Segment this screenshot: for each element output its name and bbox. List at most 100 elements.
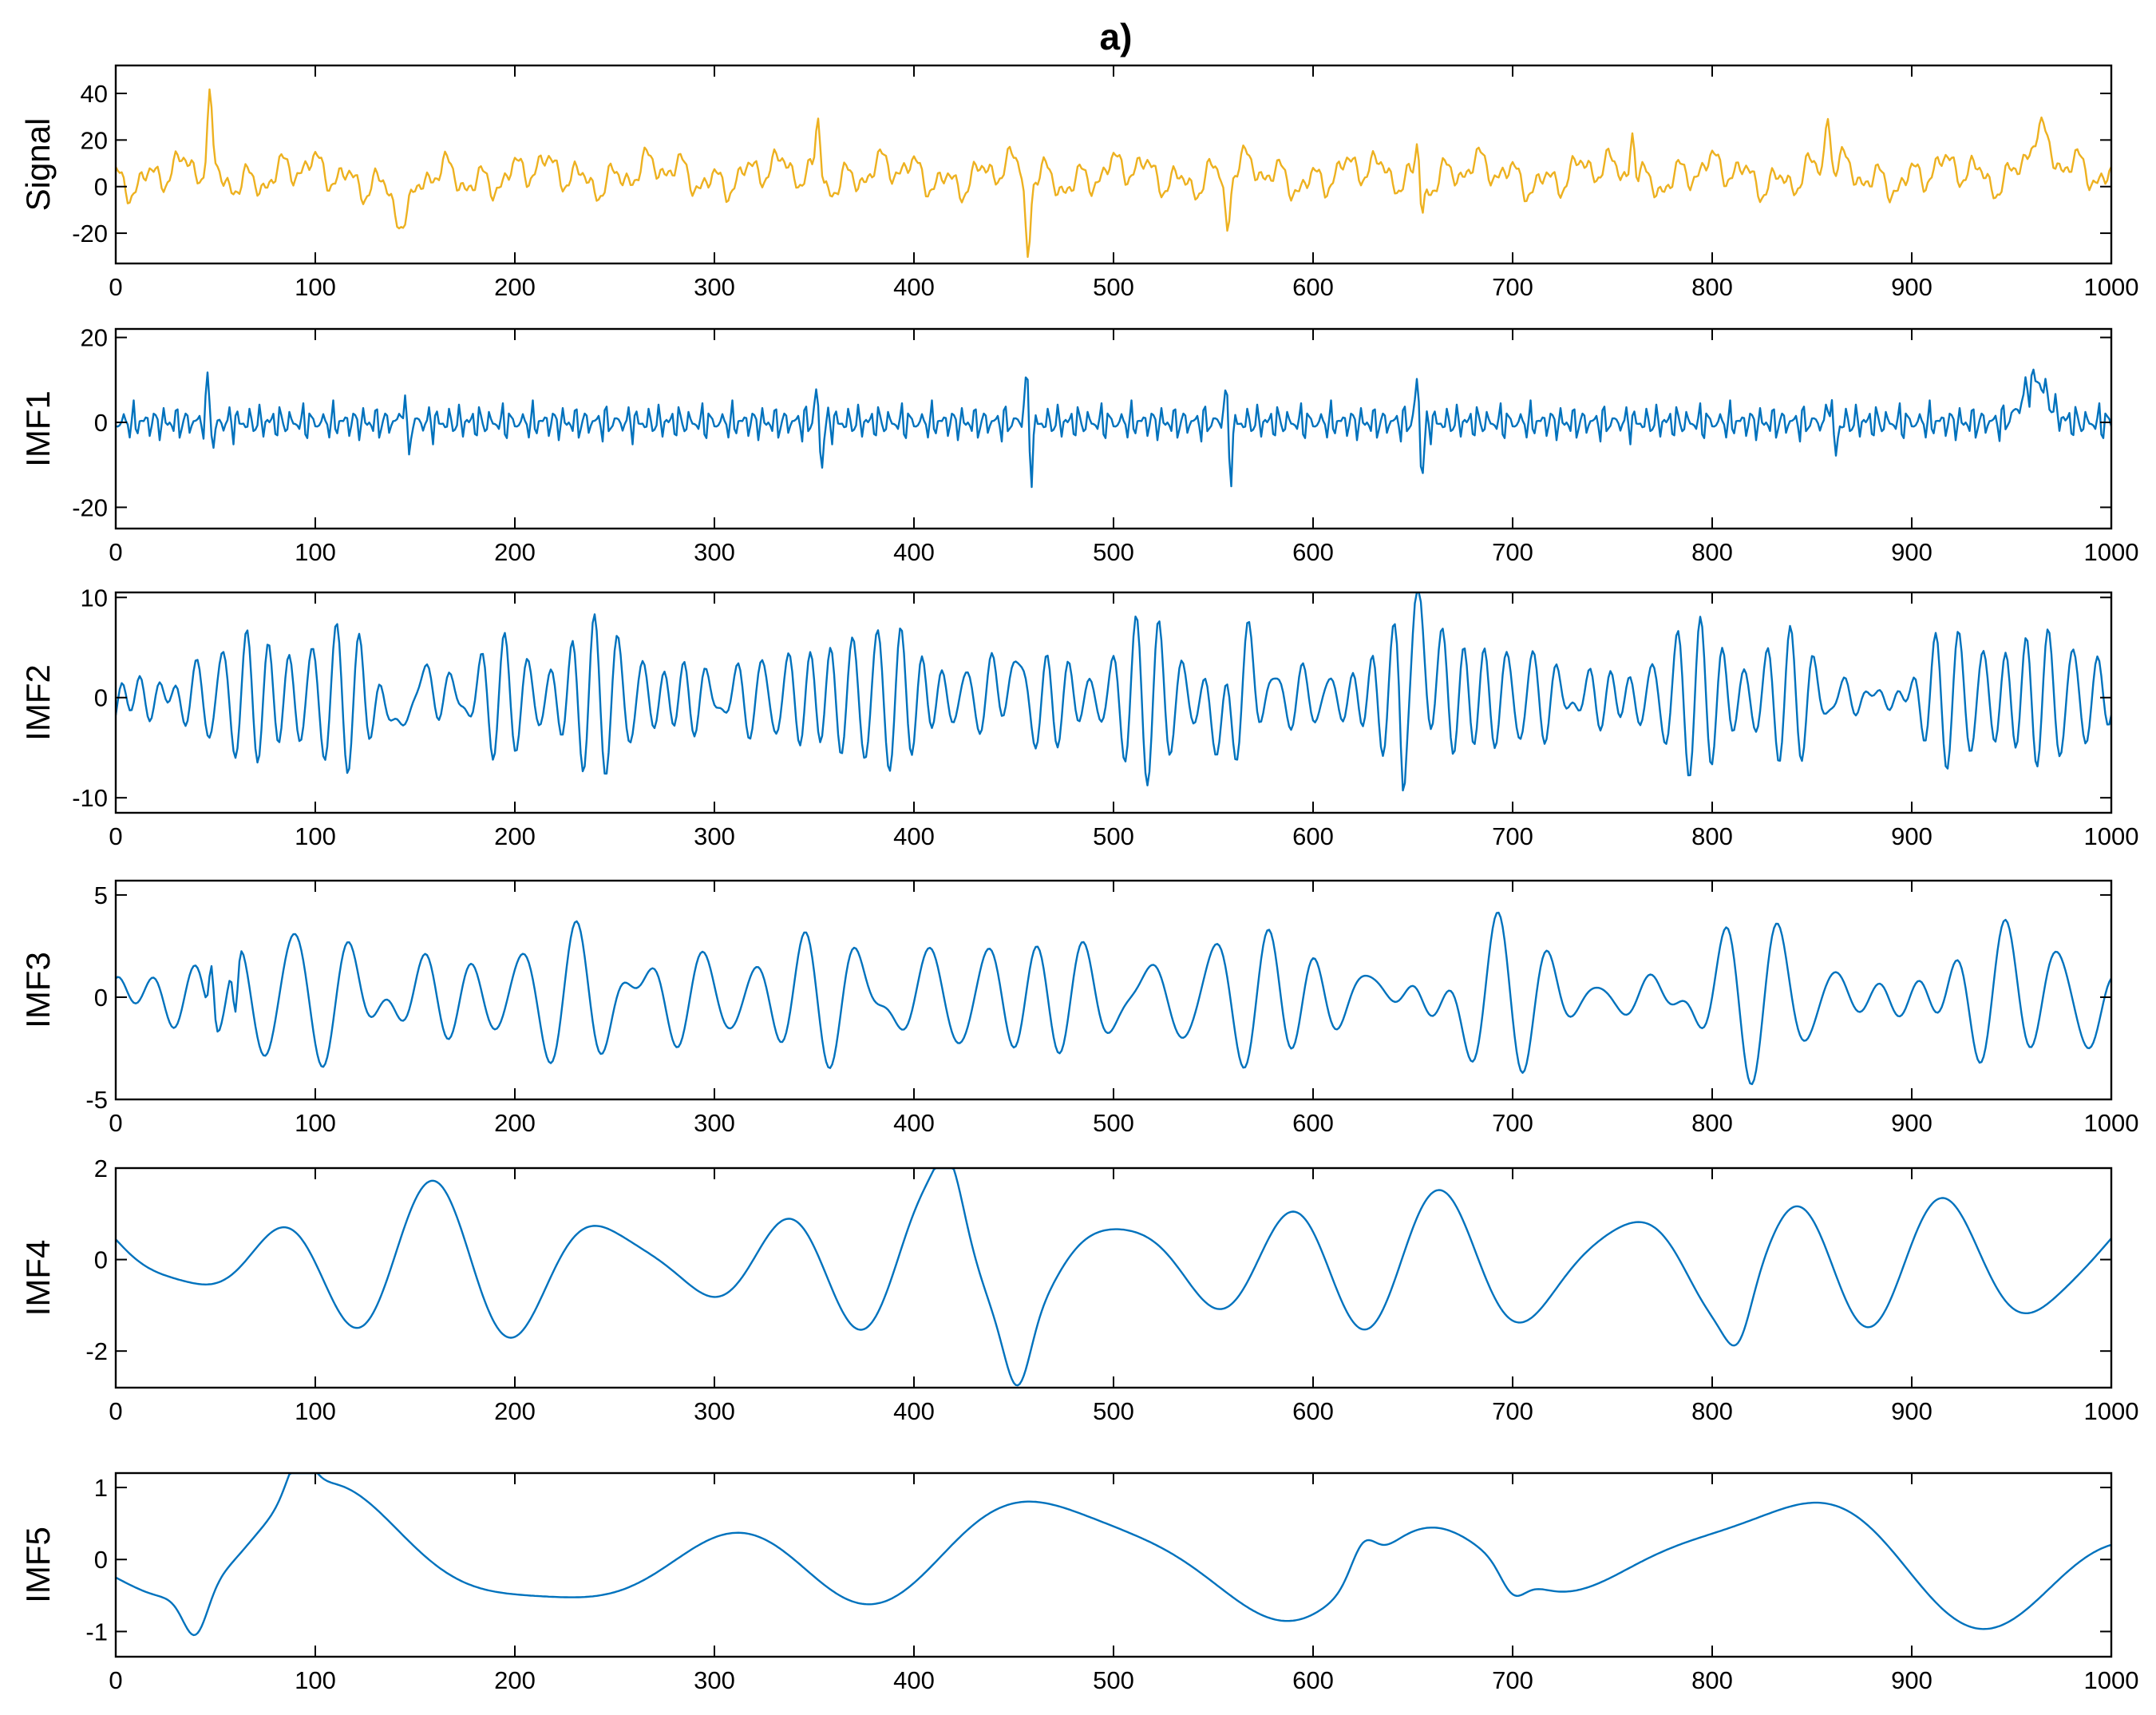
x-tick-label: 700 xyxy=(1492,1666,1533,1694)
x-tick-label: 100 xyxy=(295,1109,336,1137)
x-tick-label: 300 xyxy=(694,822,735,850)
x-tick-label: 800 xyxy=(1691,1666,1733,1694)
x-tick-label: 0 xyxy=(109,1109,122,1137)
x-tick-label: 100 xyxy=(295,538,336,566)
x-tick-label: 500 xyxy=(1093,1109,1134,1137)
y-tick-label: 5 xyxy=(94,881,108,909)
y-tick-label: 20 xyxy=(81,324,108,352)
x-tick-label: 400 xyxy=(893,1397,935,1425)
panel-imf4: 0 100 200 300 400 500 600 700 800 900 1000 -2 0 2 IMF4 xyxy=(19,1155,2138,1425)
y-tick-label: 0 xyxy=(94,984,108,1012)
x-tick-label: 600 xyxy=(1292,1109,1334,1137)
y-tick-label: -5 xyxy=(85,1086,108,1114)
x-tick-label: 400 xyxy=(893,538,935,566)
y-tick-label: -10 xyxy=(72,784,108,812)
series-line-imf2 xyxy=(116,592,2111,792)
y-tick-label: -1 xyxy=(85,1618,108,1646)
panel-imf2: 0 100 200 300 400 500 600 700 800 900 1000-10010IM… xyxy=(19,584,2138,850)
x-tick-label: 900 xyxy=(1891,822,1932,850)
series-line-imf4 xyxy=(116,1168,2111,1387)
y-tick-label: 0 xyxy=(94,684,108,712)
x-tick-label: 500 xyxy=(1093,1397,1134,1425)
x-tick-label: 700 xyxy=(1492,822,1533,850)
x-tick-label: 100 xyxy=(295,822,336,850)
x-tick-label: 700 xyxy=(1492,1109,1533,1137)
x-tick-label: 0 xyxy=(109,1397,122,1425)
y-axis-label-imf5: IMF5 xyxy=(19,1527,57,1603)
y-tick-label: 1 xyxy=(94,1474,108,1502)
x-tick-label: 300 xyxy=(694,1666,735,1694)
x-tick-label: 400 xyxy=(893,273,935,301)
panel-imf1: 0 100 200 300 400 500 600 700 800 900 1000-20020IM… xyxy=(19,324,2138,566)
x-tick-label: 900 xyxy=(1891,1109,1932,1137)
series-line-signal xyxy=(116,88,2111,258)
x-tick-label: 100 xyxy=(295,1397,336,1425)
y-axis-label-signal: Signal xyxy=(19,118,57,212)
x-tick-label: 600 xyxy=(1292,1397,1334,1425)
x-tick-label: 1000 xyxy=(2084,1397,2139,1425)
x-tick-label: 400 xyxy=(893,1109,935,1137)
x-tick-label: 1000 xyxy=(2084,273,2139,301)
x-tick-label: 0 xyxy=(109,822,122,850)
x-tick-label: 500 xyxy=(1093,273,1134,301)
series-line-imf3 xyxy=(116,911,2111,1086)
y-axis-label-imf4: IMF4 xyxy=(19,1240,57,1317)
y-tick-label: -20 xyxy=(72,493,108,521)
x-tick-label: 200 xyxy=(494,273,536,301)
x-tick-label: 800 xyxy=(1691,1109,1733,1137)
x-tick-label: 200 xyxy=(494,822,536,850)
x-tick-label: 600 xyxy=(1292,822,1334,850)
x-tick-label: 900 xyxy=(1891,1397,1932,1425)
x-tick-label: 800 xyxy=(1691,822,1733,850)
x-tick-label: 200 xyxy=(494,1109,536,1137)
x-tick-label: 600 xyxy=(1292,538,1334,566)
x-tick-label: 500 xyxy=(1093,538,1134,566)
x-tick-label: 300 xyxy=(694,538,735,566)
x-tick-label: 500 xyxy=(1093,1666,1134,1694)
x-tick-label: 1000 xyxy=(2084,822,2139,850)
x-tick-label: 600 xyxy=(1292,273,1334,301)
y-tick-label: 2 xyxy=(94,1155,108,1182)
y-tick-label: 0 xyxy=(94,1246,108,1274)
x-tick-label: 700 xyxy=(1492,1397,1533,1425)
y-axis-label-imf3: IMF3 xyxy=(19,952,57,1028)
x-tick-label: 200 xyxy=(494,1397,536,1425)
x-tick-label: 600 xyxy=(1292,1666,1334,1694)
y-tick-label: -20 xyxy=(72,220,108,248)
y-tick-label: -2 xyxy=(85,1337,108,1365)
y-tick-label: 20 xyxy=(81,126,108,154)
panels-container: 0 100 200 300 400 500 600 700 800 900 1000-2002040… xyxy=(19,64,2139,1694)
series-line-imf1 xyxy=(116,368,2111,489)
y-axis-label-imf1: IMF1 xyxy=(19,390,57,467)
panel-signal: 0 100 200 300 400 500 600 700 800 900 1000-2002040… xyxy=(19,64,2139,301)
x-tick-label: 100 xyxy=(295,1666,336,1694)
x-tick-label: 700 xyxy=(1492,273,1533,301)
x-tick-label: 800 xyxy=(1691,273,1733,301)
y-tick-label: 0 xyxy=(94,409,108,437)
x-tick-label: 100 xyxy=(295,273,336,301)
x-tick-label: 200 xyxy=(494,538,536,566)
x-tick-label: 1000 xyxy=(2084,538,2139,566)
x-tick-label: 1000 xyxy=(2084,1109,2139,1137)
x-tick-label: 300 xyxy=(694,1397,735,1425)
x-tick-label: 700 xyxy=(1492,538,1533,566)
y-tick-label: 0 xyxy=(94,173,108,201)
y-tick-label: 0 xyxy=(94,1546,108,1574)
x-tick-label: 900 xyxy=(1891,273,1932,301)
x-tick-label: 0 xyxy=(109,538,122,566)
x-tick-label: 0 xyxy=(109,273,122,301)
x-tick-label: 500 xyxy=(1093,822,1134,850)
y-tick-label: 40 xyxy=(81,80,108,108)
x-tick-label: 900 xyxy=(1891,1666,1932,1694)
x-tick-label: 400 xyxy=(893,822,935,850)
x-tick-label: 1000 xyxy=(2084,1666,2139,1694)
x-tick-label: 400 xyxy=(893,1666,935,1694)
x-tick-label: 800 xyxy=(1691,538,1733,566)
y-axis-label-imf2: IMF2 xyxy=(19,664,57,741)
x-tick-label: 900 xyxy=(1891,538,1932,566)
series-line-imf5 xyxy=(116,1473,2111,1637)
